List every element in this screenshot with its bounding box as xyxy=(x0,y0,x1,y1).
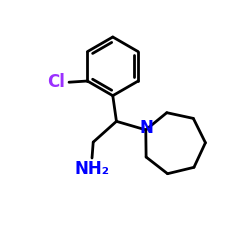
Text: N: N xyxy=(139,119,153,137)
Text: NH₂: NH₂ xyxy=(74,160,110,178)
Text: Cl: Cl xyxy=(48,73,65,91)
